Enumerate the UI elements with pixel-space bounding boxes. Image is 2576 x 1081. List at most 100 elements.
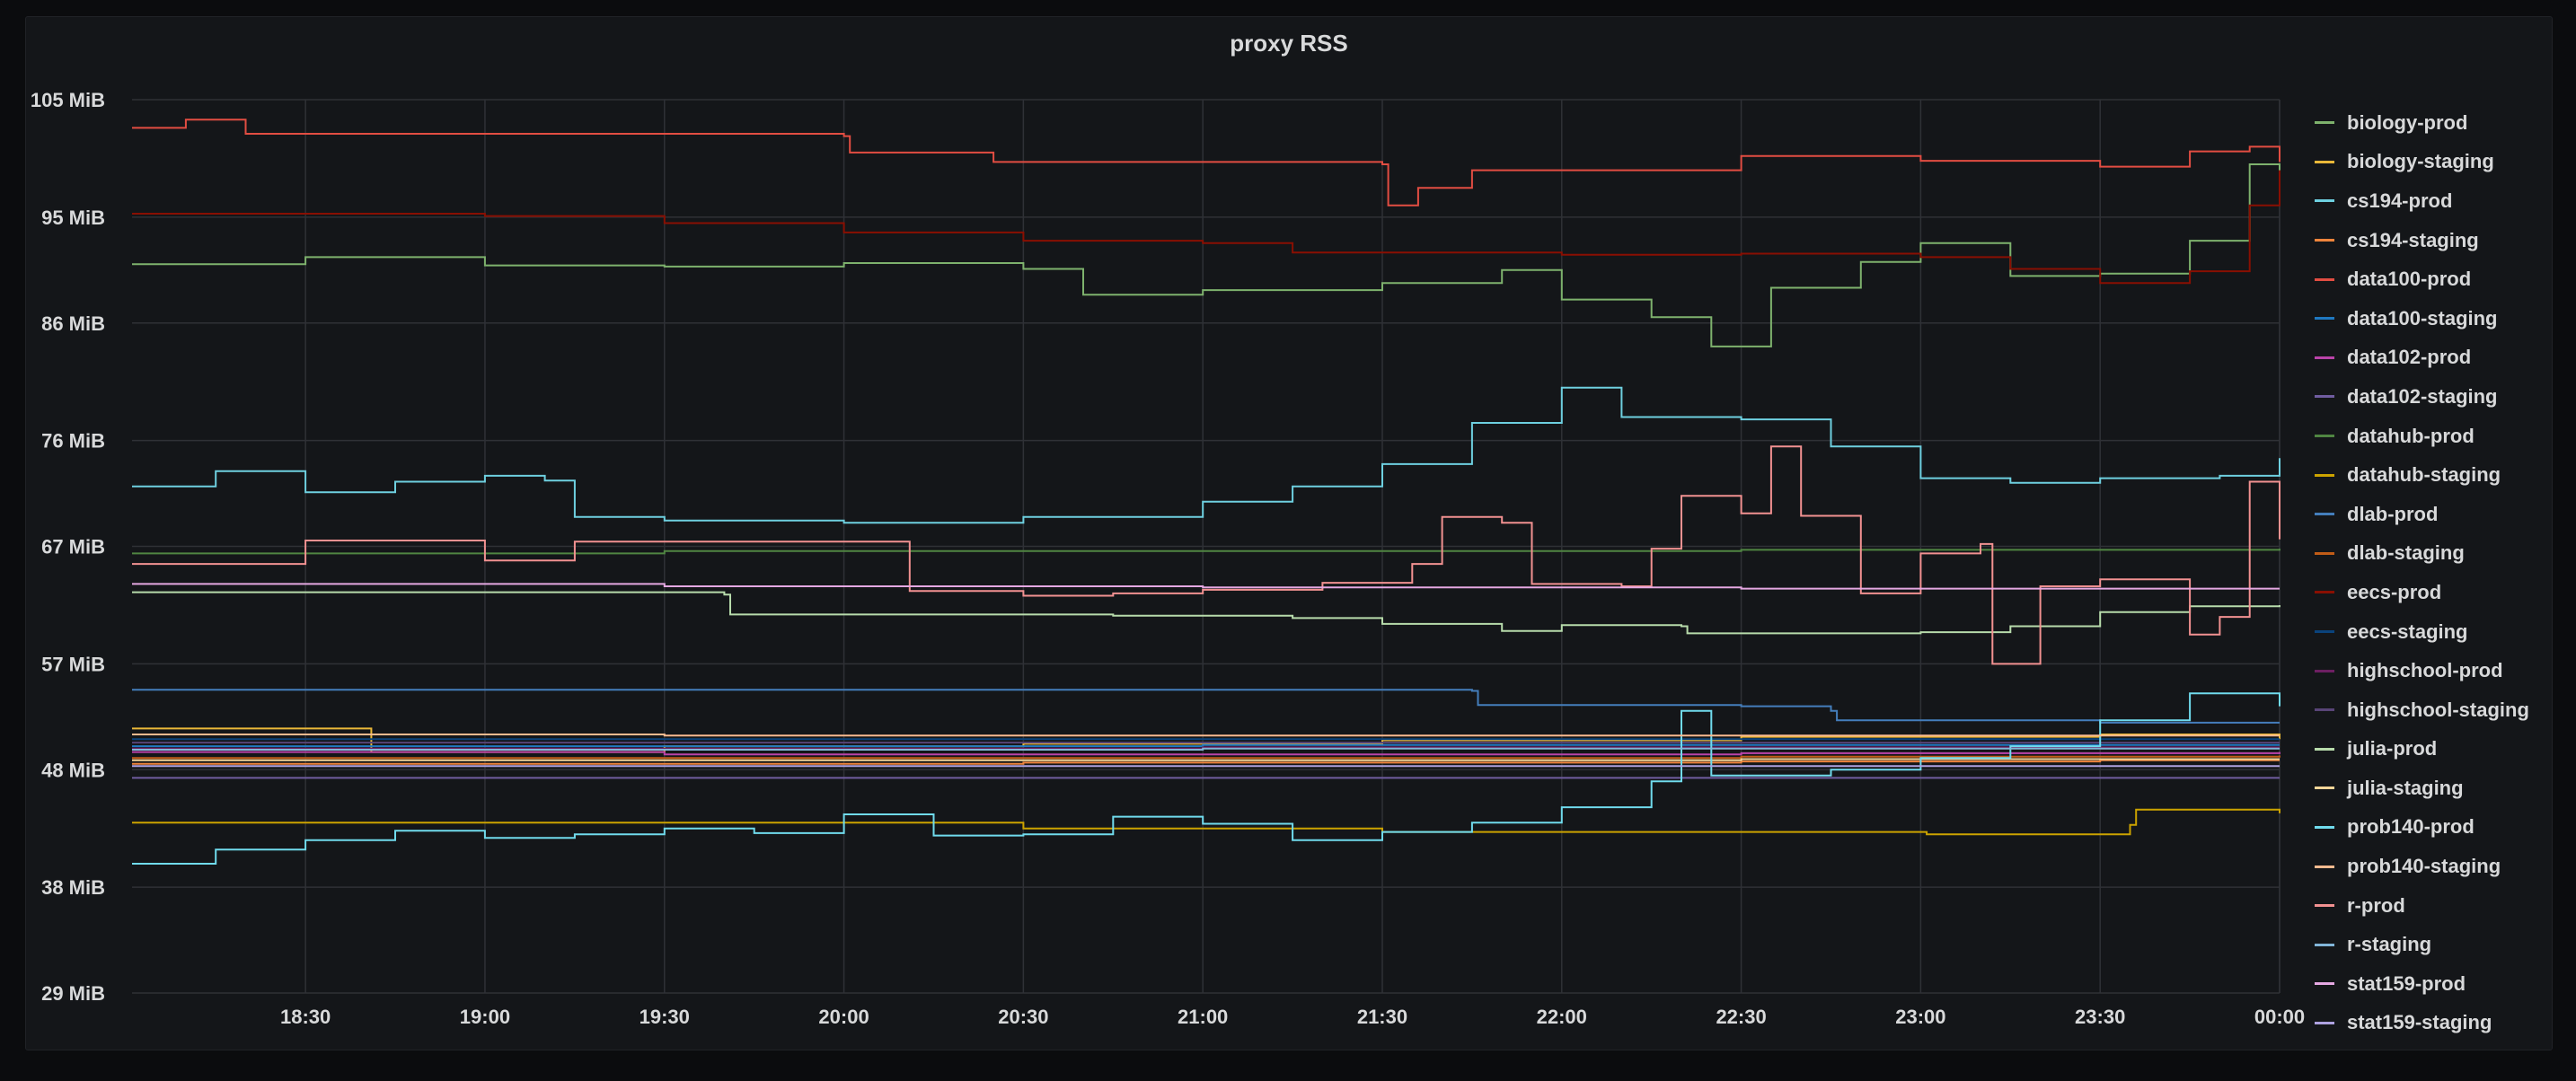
legend-label: eecs-prod (2347, 580, 2442, 603)
series-line-data100-prod (132, 119, 2280, 207)
legend-swatch (2315, 239, 2334, 242)
series-line-r-staging (132, 747, 2280, 751)
y-axis: 29 MiB 38 MiB 48 MiB 57 MiB 67 MiB 76 MiB 86 M… (31, 89, 105, 1005)
legend-item-dlab-prod[interactable]: dlab-prod (2315, 495, 2576, 534)
legend-item-stat159-prod[interactable]: stat159-prod (2315, 964, 2576, 1004)
series-lines (132, 119, 2280, 865)
legend-item-r-prod[interactable]: r-prod (2315, 886, 2576, 926)
legend-label: data102-prod (2347, 346, 2472, 369)
legend-label: highschool-staging (2347, 698, 2529, 721)
legend-swatch (2315, 473, 2334, 477)
panel-title: proxy RSS (1230, 30, 1348, 57)
series-line-data100-staging (132, 743, 2280, 748)
legend-swatch (2315, 121, 2334, 125)
legend-item-julia-staging[interactable]: julia-staging (2315, 769, 2576, 808)
y-tick-label: 57 MiB (41, 653, 105, 675)
legend-item-highschool-staging[interactable]: highschool-staging (2315, 690, 2576, 730)
y-tick-label: 95 MiB (41, 207, 105, 229)
legend-item-eecs-prod[interactable]: eecs-prod (2315, 573, 2576, 612)
legend-swatch (2315, 395, 2334, 399)
legend-label: cs194-staging (2347, 228, 2479, 251)
legend-item-stat159-staging[interactable]: stat159-staging (2315, 1004, 2576, 1043)
x-tick-label: 20:00 (818, 1006, 869, 1028)
line-chart: 29 MiB 38 MiB 48 MiB 57 MiB 67 MiB 76 MiB 86 M… (31, 89, 2305, 1028)
series-line-biology-prod (132, 163, 2280, 347)
series-line-dlab-prod (132, 689, 2280, 724)
x-tick-label: 22:30 (1716, 1006, 1766, 1028)
legend-item-biology-prod[interactable]: biology-prod (2315, 103, 2576, 143)
legend-label: highschool-prod (2347, 659, 2503, 682)
x-tick-label: 23:30 (2075, 1006, 2125, 1028)
legend-label: datahub-staging (2347, 463, 2501, 487)
series-line-eecs-prod (132, 170, 2280, 285)
y-tick-label: 29 MiB (41, 982, 105, 1005)
legend-item-highschool-prod[interactable]: highschool-prod (2315, 651, 2576, 690)
series-line-prob140-prod (132, 692, 2280, 865)
y-tick-label: 38 MiB (41, 876, 105, 899)
legend-label: biology-staging (2347, 150, 2494, 173)
legend-item-julia-prod[interactable]: julia-prod (2315, 730, 2576, 769)
legend-swatch (2315, 904, 2334, 908)
legend-item-data102-staging[interactable]: data102-staging (2315, 377, 2576, 417)
legend: biology-prod biology-staging cs194-prod cs1… (2315, 103, 2576, 1042)
y-tick-label: 86 MiB (41, 312, 105, 335)
legend-swatch (2315, 747, 2334, 751)
y-tick-label: 76 MiB (41, 430, 105, 453)
legend-swatch (2315, 277, 2334, 281)
legend-label: eecs-staging (2347, 620, 2468, 643)
legend-label: data100-staging (2347, 306, 2498, 330)
legend-swatch (2315, 982, 2334, 986)
legend-item-data100-staging[interactable]: data100-staging (2315, 299, 2576, 338)
series-line-data102-prod (132, 751, 2280, 756)
legend-swatch (2315, 591, 2334, 594)
x-tick-label: 00:00 (2254, 1006, 2305, 1028)
legend-swatch (2315, 1021, 2334, 1024)
x-tick-label: 19:30 (640, 1006, 690, 1028)
legend-item-cs194-prod[interactable]: cs194-prod (2315, 181, 2576, 221)
series-line-dlab-staging (132, 755, 2280, 760)
legend-item-datahub-prod[interactable]: datahub-prod (2315, 417, 2576, 456)
legend-label: dlab-prod (2347, 502, 2439, 525)
x-axis: 18:30 19:00 19:30 20:00 20:30 21:00 21:30 22:00… (280, 1006, 2305, 1028)
x-tick-label: 21:30 (1357, 1006, 1407, 1028)
legend-item-data100-prod[interactable]: data100-prod (2315, 259, 2576, 299)
legend-item-prob140-staging[interactable]: prob140-staging (2315, 847, 2576, 886)
grid (132, 99, 2280, 994)
legend-item-cs194-staging[interactable]: cs194-staging (2315, 221, 2576, 260)
series-line-datahub-prod (132, 549, 2280, 555)
series-line-cs194-prod (132, 386, 2280, 524)
legend-item-prob140-prod[interactable]: prob140-prod (2315, 808, 2576, 848)
x-tick-label: 19:00 (460, 1006, 510, 1028)
legend-item-eecs-staging[interactable]: eecs-staging (2315, 612, 2576, 652)
legend-label: datahub-prod (2347, 424, 2475, 447)
legend-label: cs194-prod (2347, 189, 2453, 212)
legend-swatch (2315, 825, 2334, 829)
y-tick-label: 105 MiB (31, 89, 105, 111)
legend-swatch (2315, 865, 2334, 868)
legend-label: stat159-prod (2347, 971, 2466, 995)
series-line-datahub-staging (132, 808, 2280, 836)
legend-label: stat159-staging (2347, 1011, 2492, 1034)
legend-swatch (2315, 551, 2334, 555)
x-tick-label: 20:30 (998, 1006, 1048, 1028)
x-tick-label: 21:00 (1178, 1006, 1228, 1028)
x-tick-label: 18:30 (280, 1006, 331, 1028)
legend-swatch (2315, 513, 2334, 516)
x-tick-label: 22:00 (1537, 1006, 1587, 1028)
legend-label: biology-prod (2347, 110, 2468, 134)
legend-item-dlab-staging[interactable]: dlab-staging (2315, 534, 2576, 574)
legend-swatch (2315, 630, 2334, 634)
series-line-r-prod (132, 445, 2280, 665)
legend-swatch (2315, 943, 2334, 946)
legend-item-r-staging[interactable]: r-staging (2315, 925, 2576, 964)
legend-swatch (2315, 160, 2334, 163)
legend-item-biology-staging[interactable]: biology-staging (2315, 143, 2576, 182)
legend-swatch (2315, 787, 2334, 790)
legend-item-data102-prod[interactable]: data102-prod (2315, 338, 2576, 378)
legend-label: data100-prod (2347, 268, 2472, 291)
series-line-julia-prod (132, 591, 2280, 635)
legend-swatch (2315, 199, 2334, 203)
legend-item-datahub-staging[interactable]: datahub-staging (2315, 455, 2576, 495)
legend-swatch (2315, 669, 2334, 672)
legend-label: prob140-staging (2347, 855, 2501, 878)
